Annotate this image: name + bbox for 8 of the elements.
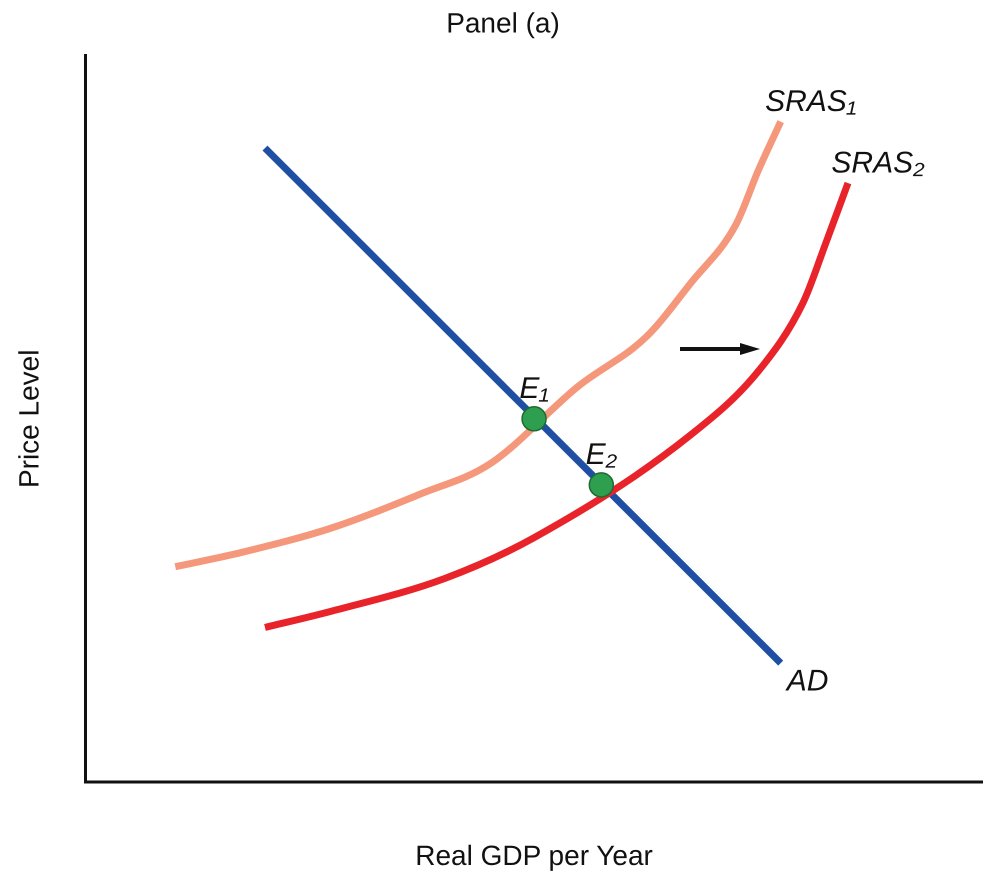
series-label: AD (784, 664, 828, 698)
series-label: E₁ (519, 372, 549, 406)
y-axis-title: Price Level (14, 350, 45, 488)
series-label: E₂ (586, 438, 618, 472)
series-label: SRAS₂ (831, 146, 926, 180)
chart-title: Panel (a) (446, 8, 560, 39)
x-axis-title: Real GDP per Year (415, 840, 653, 871)
series-label: SRAS₁ (765, 84, 856, 118)
